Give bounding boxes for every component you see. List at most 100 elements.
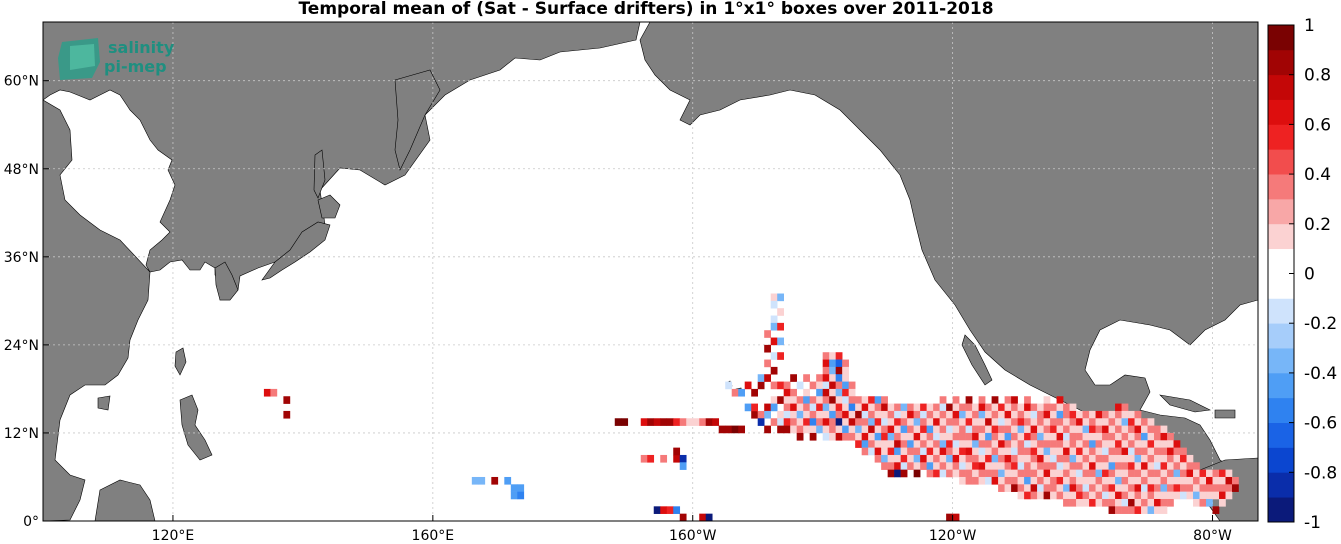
heatmap-cell (894, 462, 901, 470)
heatmap-cell (1180, 491, 1187, 500)
heatmap-cell (965, 403, 973, 412)
colorbar-segment (1268, 198, 1294, 225)
heatmap-cell (1037, 484, 1044, 492)
heatmap-cell (965, 410, 973, 419)
heatmap-cell (894, 418, 901, 426)
heatmap-cell (933, 440, 940, 448)
heatmap-cell (764, 410, 772, 419)
heatmap-cell (1167, 462, 1174, 470)
heatmap-cell (1121, 418, 1129, 426)
heatmap-cell (861, 418, 869, 426)
heatmap-cell (1141, 476, 1148, 485)
heatmap-cell (1017, 403, 1025, 412)
heatmap-cell (757, 418, 765, 426)
heatmap-cell (1089, 491, 1096, 500)
colorbar-segment (1268, 174, 1294, 200)
heatmap-cell (770, 300, 778, 309)
heatmap-cell (855, 440, 862, 448)
heatmap-cell (848, 425, 856, 434)
heatmap-cell (640, 418, 648, 426)
heatmap-cell (835, 388, 843, 397)
heatmap-cell (900, 469, 908, 478)
heatmap-cell (822, 432, 830, 441)
heatmap-cell (946, 440, 953, 448)
heatmap-cell (998, 476, 1005, 485)
heatmap-cell (822, 403, 830, 412)
heatmap-cell (1121, 425, 1129, 434)
heatmap-cell (842, 418, 849, 426)
heatmap-cell (1134, 418, 1142, 426)
heatmap-cell (991, 462, 999, 470)
heatmap-cell (1180, 476, 1187, 485)
heatmap-cell (1076, 410, 1083, 419)
heatmap-cell (1128, 491, 1135, 500)
heatmap-cell (952, 447, 960, 456)
heatmap-cell (848, 418, 856, 426)
heatmap-cell (1199, 469, 1207, 478)
heatmap-cell (1082, 498, 1090, 507)
heatmap-cell (978, 396, 986, 404)
heatmap-cell (861, 403, 869, 412)
heatmap-cell (998, 440, 1005, 448)
heatmap-cell (1089, 418, 1096, 426)
colorbar-segment (1268, 298, 1294, 324)
heatmap-cell (1069, 484, 1077, 492)
heatmap-cell (1082, 432, 1090, 441)
heatmap-cell (1056, 469, 1064, 478)
heatmap-cell (1082, 425, 1090, 434)
heatmap-cell (1167, 491, 1174, 500)
heatmap-cell (1134, 506, 1142, 514)
heatmap-cell (926, 454, 934, 463)
heatmap-cell (1121, 476, 1129, 485)
heatmap-cell (991, 418, 999, 426)
heatmap-cell (965, 462, 973, 470)
heatmap-cell (946, 418, 953, 426)
heatmap-cell (946, 513, 953, 521)
heatmap-cell (1089, 484, 1096, 492)
heatmap-cell (1121, 506, 1129, 514)
heatmap-cell (1056, 462, 1064, 470)
heatmap-cell (972, 403, 979, 412)
heatmap-cell (1056, 447, 1064, 456)
heatmap-cell (1011, 425, 1018, 434)
y-tick-label: 12°N (4, 426, 39, 442)
heatmap-cell (1082, 410, 1090, 419)
heatmap-cell (1017, 447, 1025, 456)
heatmap-cell (913, 418, 921, 426)
heatmap-cell (1024, 491, 1031, 500)
heatmap-cell (666, 506, 674, 514)
heatmap-cell (757, 410, 765, 419)
heatmap-cell (1154, 498, 1161, 507)
heatmap-cell (1050, 410, 1057, 419)
heatmap-cell (868, 440, 875, 448)
heatmap-cell (861, 425, 869, 434)
heatmap-cell (835, 410, 843, 419)
heatmap-cell (1141, 447, 1148, 456)
heatmap-cell (822, 359, 830, 368)
heatmap-cell (874, 418, 882, 426)
heatmap-cell (1011, 476, 1018, 485)
heatmap-cell (744, 381, 752, 390)
heatmap-cell (1108, 476, 1116, 485)
heatmap-cell (868, 425, 875, 434)
heatmap-cell (1030, 469, 1038, 478)
heatmap-cell (1095, 410, 1103, 419)
heatmap-cell (1134, 469, 1142, 478)
colorbar-segment (1268, 447, 1294, 473)
heatmap-cell (783, 388, 791, 397)
colorbar-label: -1 (1304, 513, 1321, 533)
colorbar-label: 0.2 (1304, 215, 1331, 235)
heatmap-cell (1095, 440, 1103, 448)
heatmap-cell (1147, 432, 1155, 441)
heatmap-cell (1037, 469, 1044, 478)
heatmap-cell (835, 352, 843, 360)
japan-hokkaido (317, 194, 341, 219)
heatmap-cell (933, 454, 940, 463)
land-masses (43, 22, 1258, 521)
heatmap-cell (1069, 462, 1077, 470)
heatmap-cell (842, 432, 849, 441)
heatmap-cell (900, 462, 908, 470)
heatmap-cell (848, 403, 856, 412)
sakhalin (313, 149, 326, 199)
heatmap-cell (952, 469, 960, 478)
